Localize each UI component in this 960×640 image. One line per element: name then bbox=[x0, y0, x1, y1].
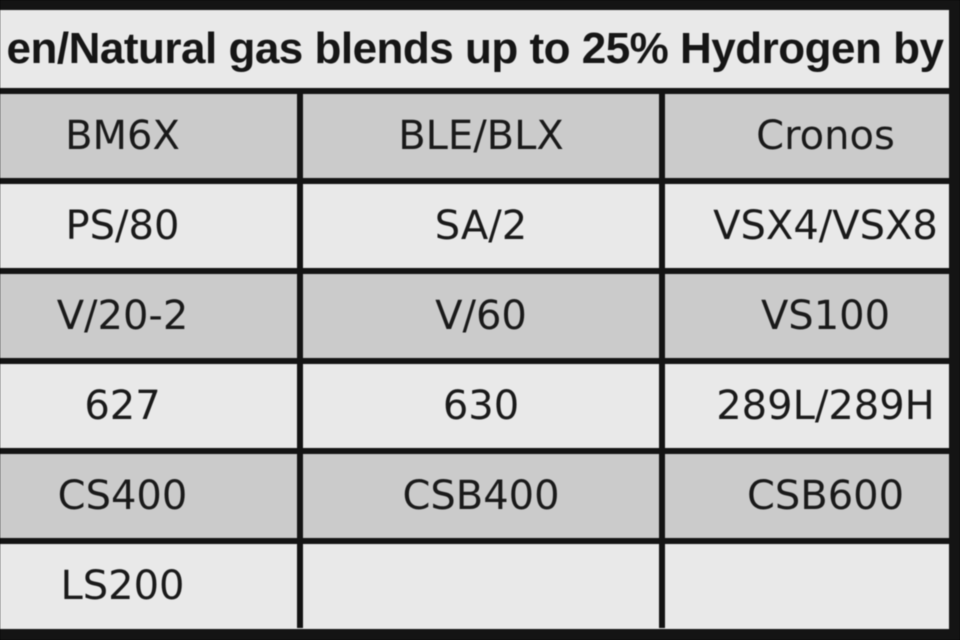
table-cell: CS400 bbox=[57, 473, 188, 519]
table-cell: 289L/289H bbox=[659, 364, 950, 448]
table-title: en/Natural gas blends up to 25% Hydrogen… bbox=[0, 10, 950, 88]
table-cell: BLE/BLX bbox=[297, 94, 659, 178]
table-cell: V/60 bbox=[297, 274, 659, 358]
table-cell: CSB600 bbox=[659, 454, 950, 538]
table-cell bbox=[297, 544, 659, 628]
table-cell: SA/2 bbox=[297, 184, 659, 268]
table-row: CS400 CSB400 CSB600 bbox=[0, 448, 950, 538]
table-outer-border-bottom bbox=[0, 629, 960, 640]
table-body: BM6X BLE/BLX Cronos PS/80 SA/2 VSX4/VSX8… bbox=[0, 88, 950, 628]
table-cell: VSX4/VSX8 bbox=[659, 184, 950, 268]
table-cell: VS100 bbox=[659, 274, 950, 358]
table-outer-border-top bbox=[0, 0, 960, 10]
table-row: V/20-2 V/60 VS100 bbox=[0, 268, 950, 358]
table-cell: 630 bbox=[297, 364, 659, 448]
table-cell: BM6X bbox=[65, 113, 180, 159]
table-row: BM6X BLE/BLX Cronos bbox=[0, 88, 950, 178]
table-cell: LS200 bbox=[60, 563, 185, 609]
table-cell bbox=[659, 544, 950, 628]
table-row: LS200 bbox=[0, 538, 950, 628]
table-cell: PS/80 bbox=[65, 203, 180, 249]
table-outer-border-right bbox=[949, 0, 960, 640]
table-title-text: en/Natural gas blends up to 25% Hydrogen… bbox=[6, 24, 944, 73]
table-cell: CSB400 bbox=[297, 454, 659, 538]
table-row: PS/80 SA/2 VSX4/VSX8 bbox=[0, 178, 950, 268]
table-cell: 627 bbox=[84, 383, 161, 429]
table-cell: V/20-2 bbox=[56, 293, 189, 339]
table-row: 627 630 289L/289H bbox=[0, 358, 950, 448]
table-cell: Cronos bbox=[659, 94, 950, 178]
